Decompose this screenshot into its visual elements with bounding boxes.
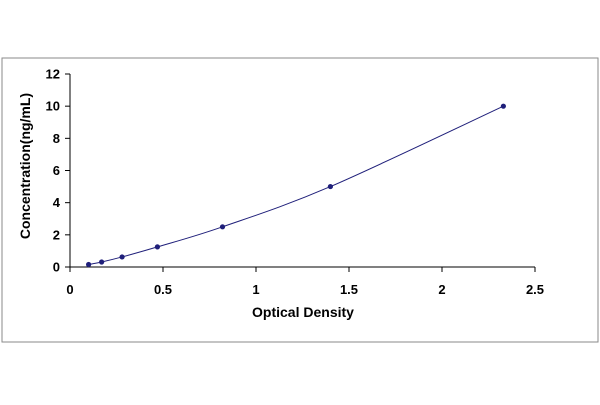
data-point [500, 103, 506, 109]
data-point [219, 224, 226, 230]
y-tick-label: 12 [46, 67, 60, 82]
x-axis-title: Optical Density [252, 304, 354, 320]
chart-outer-frame [1, 57, 599, 343]
y-tick-label: 8 [53, 131, 60, 146]
x-tick-label: 1 [252, 282, 259, 297]
y-tick-label: 0 [53, 260, 60, 275]
y-tick-label: 4 [53, 195, 61, 210]
x-tick-label: 2 [438, 282, 445, 297]
data-point [119, 254, 125, 260]
axes-layer: 0 0.5 1 1.5 2 2.5 0 2 4 6 8 10 12 [46, 67, 545, 298]
data-point [154, 244, 161, 250]
y-tick-label: 10 [46, 99, 60, 114]
x-tick-label: 1.5 [340, 282, 358, 297]
y-axis-title: Concentration(ng/mL) [17, 93, 33, 239]
y-tick-label: 6 [53, 163, 60, 178]
y-tick-label: 2 [53, 227, 60, 242]
x-tick-label: 0 [66, 282, 73, 297]
data-point [99, 259, 105, 265]
x-tick-label: 2.5 [526, 282, 544, 297]
data-point [86, 261, 92, 268]
data-point [327, 183, 333, 190]
marks-layer [86, 103, 506, 268]
x-tick-label: 0.5 [154, 282, 172, 297]
